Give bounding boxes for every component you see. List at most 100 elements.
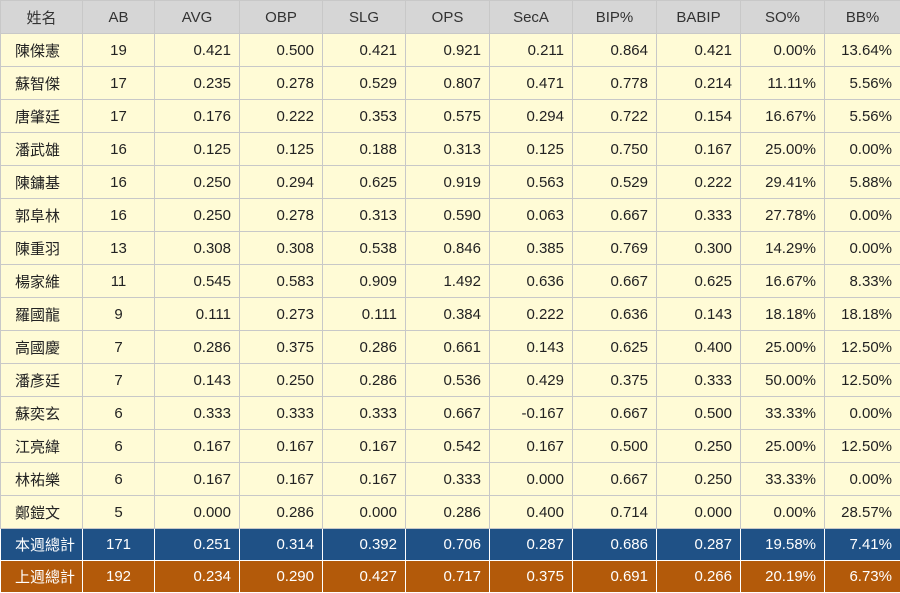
cell-avg: 0.000 — [155, 496, 240, 529]
cell-slg: 0.167 — [323, 463, 406, 496]
cell-bb: 28.57% — [825, 496, 900, 529]
last-week-total-row: 上週總計 192 0.234 0.290 0.427 0.717 0.375 0… — [1, 561, 900, 593]
last-week-total-cell: 0.427 — [323, 561, 406, 593]
cell-babip: 0.500 — [657, 397, 741, 430]
cell-ops: 0.286 — [406, 496, 490, 529]
cell-so: 0.00% — [741, 496, 825, 529]
col-header-bip: BIP% — [573, 1, 657, 34]
cell-babip: 0.300 — [657, 232, 741, 265]
cell-player-name: 潘武雄 — [1, 133, 83, 166]
cell-babip: 0.400 — [657, 331, 741, 364]
cell-bb: 0.00% — [825, 232, 900, 265]
cell-bb: 5.56% — [825, 67, 900, 100]
cell-slg: 0.313 — [323, 199, 406, 232]
cell-obp: 0.333 — [240, 397, 323, 430]
cell-avg: 0.167 — [155, 463, 240, 496]
cell-seca: -0.167 — [490, 397, 573, 430]
col-header-so: SO% — [741, 1, 825, 34]
cell-slg: 0.333 — [323, 397, 406, 430]
cell-ops: 1.492 — [406, 265, 490, 298]
cell-ab: 7 — [83, 364, 155, 397]
cell-babip: 0.250 — [657, 463, 741, 496]
cell-ab: 6 — [83, 397, 155, 430]
cell-seca: 0.211 — [490, 34, 573, 67]
cell-player-name: 林祐樂 — [1, 463, 83, 496]
cell-babip: 0.333 — [657, 199, 741, 232]
last-week-total-cell: 0.234 — [155, 561, 240, 593]
col-header-bb: BB% — [825, 1, 900, 34]
cell-avg: 0.176 — [155, 100, 240, 133]
col-header-obp: OBP — [240, 1, 323, 34]
cell-player-name: 陳傑憲 — [1, 34, 83, 67]
cell-ab: 6 — [83, 463, 155, 496]
cell-player-name: 羅國龍 — [1, 298, 83, 331]
cell-bb: 5.56% — [825, 100, 900, 133]
cell-babip: 0.222 — [657, 166, 741, 199]
week-total-cell: 0.706 — [406, 529, 490, 561]
cell-seca: 0.143 — [490, 331, 573, 364]
cell-bb: 0.00% — [825, 463, 900, 496]
cell-player-name: 唐肇廷 — [1, 100, 83, 133]
cell-seca: 0.063 — [490, 199, 573, 232]
cell-so: 25.00% — [741, 430, 825, 463]
cell-bb: 18.18% — [825, 298, 900, 331]
cell-seca: 0.563 — [490, 166, 573, 199]
cell-babip: 0.333 — [657, 364, 741, 397]
cell-seca: 0.000 — [490, 463, 573, 496]
cell-bip: 0.625 — [573, 331, 657, 364]
cell-player-name: 鄭鎧文 — [1, 496, 83, 529]
cell-ab: 13 — [83, 232, 155, 265]
cell-avg: 0.250 — [155, 199, 240, 232]
cell-seca: 0.471 — [490, 67, 573, 100]
cell-bip: 0.529 — [573, 166, 657, 199]
cell-bb: 0.00% — [825, 397, 900, 430]
cell-bb: 12.50% — [825, 331, 900, 364]
cell-slg: 0.625 — [323, 166, 406, 199]
cell-ops: 0.542 — [406, 430, 490, 463]
cell-babip: 0.167 — [657, 133, 741, 166]
col-header-name: 姓名 — [1, 1, 83, 34]
cell-bip: 0.667 — [573, 463, 657, 496]
cell-ab: 9 — [83, 298, 155, 331]
header-row: 姓名 AB AVG OBP SLG OPS SecA BIP% BABIP SO… — [1, 1, 900, 34]
cell-ops: 0.384 — [406, 298, 490, 331]
cell-player-name: 江亮緯 — [1, 430, 83, 463]
cell-so: 18.18% — [741, 298, 825, 331]
cell-babip: 0.625 — [657, 265, 741, 298]
last-week-total-label: 上週總計 — [1, 561, 83, 593]
cell-slg: 0.286 — [323, 331, 406, 364]
cell-obp: 0.308 — [240, 232, 323, 265]
cell-avg: 0.250 — [155, 166, 240, 199]
cell-seca: 0.385 — [490, 232, 573, 265]
cell-avg: 0.235 — [155, 67, 240, 100]
cell-babip: 0.154 — [657, 100, 741, 133]
cell-slg: 0.909 — [323, 265, 406, 298]
col-header-avg: AVG — [155, 1, 240, 34]
cell-bb: 8.33% — [825, 265, 900, 298]
cell-obp: 0.278 — [240, 199, 323, 232]
cell-ab: 6 — [83, 430, 155, 463]
cell-bb: 12.50% — [825, 364, 900, 397]
cell-babip: 0.000 — [657, 496, 741, 529]
cell-ops: 0.333 — [406, 463, 490, 496]
cell-obp: 0.273 — [240, 298, 323, 331]
cell-obp: 0.286 — [240, 496, 323, 529]
cell-babip: 0.214 — [657, 67, 741, 100]
cell-so: 0.00% — [741, 34, 825, 67]
cell-seca: 0.294 — [490, 100, 573, 133]
cell-player-name: 郭阜林 — [1, 199, 83, 232]
cell-bip: 0.864 — [573, 34, 657, 67]
cell-ops: 0.919 — [406, 166, 490, 199]
cell-ab: 19 — [83, 34, 155, 67]
cell-bip: 0.750 — [573, 133, 657, 166]
cell-so: 33.33% — [741, 463, 825, 496]
